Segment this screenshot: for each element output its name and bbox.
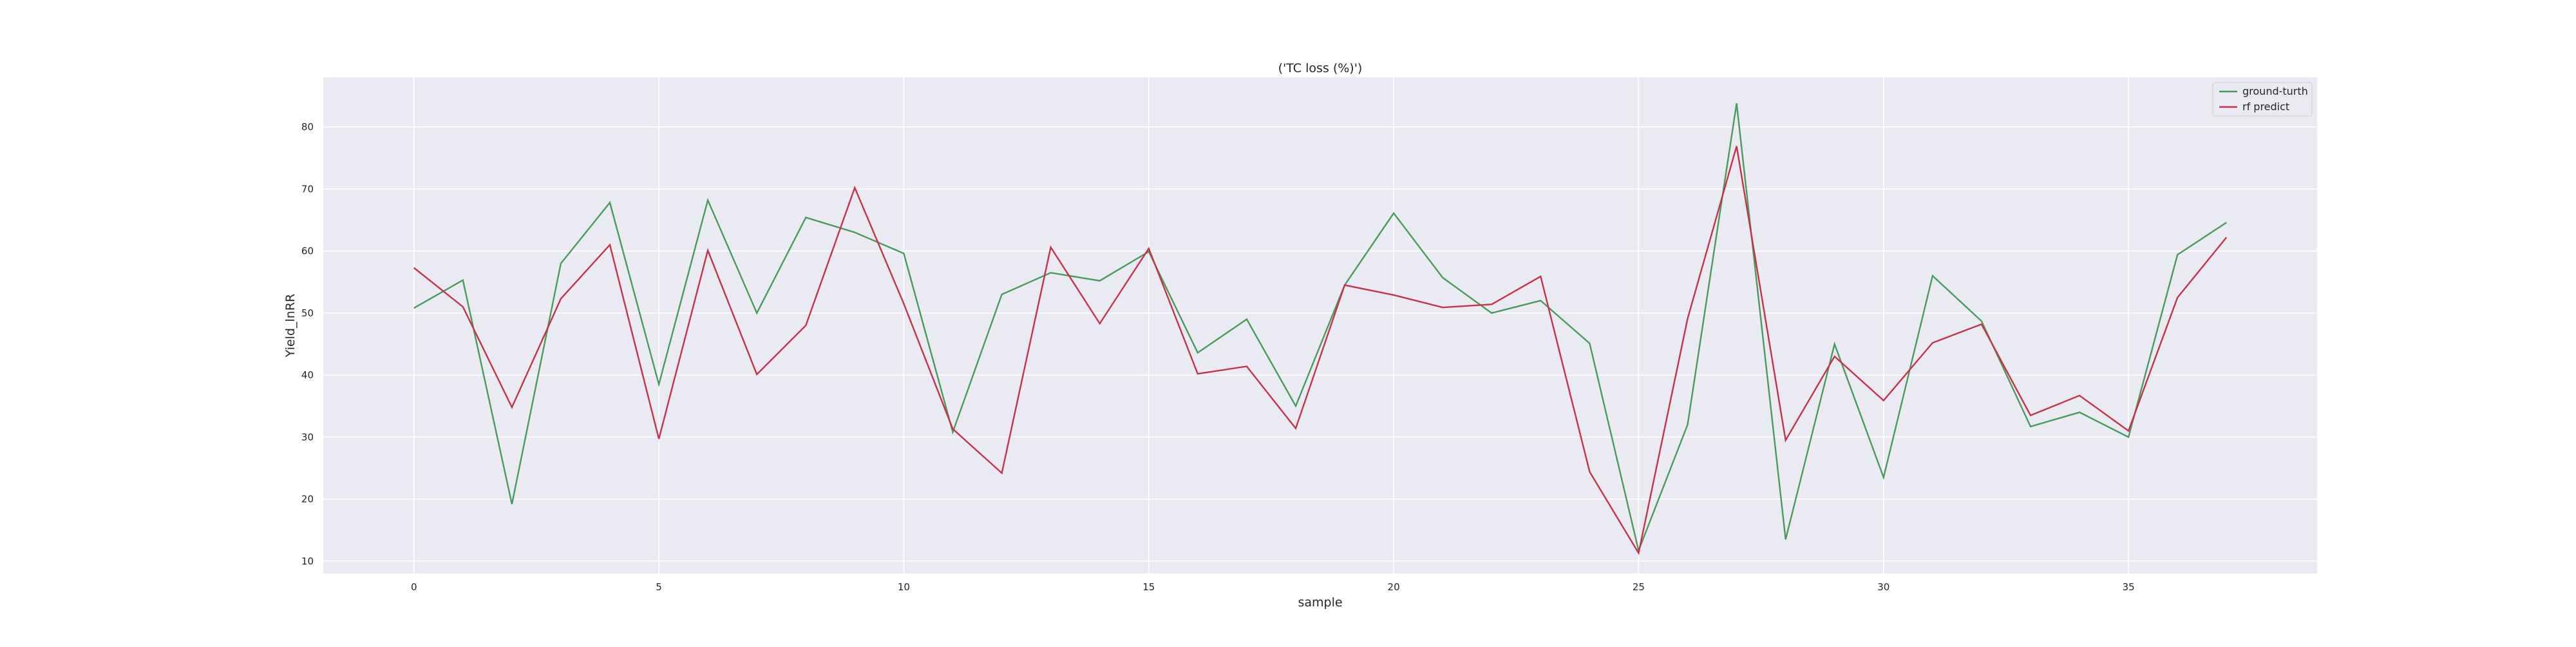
y-tick-label: 10: [301, 555, 314, 567]
x-tick-label: 0: [411, 581, 417, 593]
plot-area-background: [323, 77, 2317, 574]
legend-box: [2212, 82, 2313, 117]
series-line-ground-truth: [413, 103, 2227, 554]
legend-label: ground-turth: [2242, 85, 2308, 97]
x-tick-label: 20: [1388, 581, 1400, 593]
series-lines: [413, 103, 2228, 555]
x-tick-label: 35: [2123, 581, 2135, 593]
grid-lines: [323, 77, 2317, 574]
series-line-rf-predict: [413, 146, 2228, 555]
y-tick-label: 40: [301, 369, 314, 381]
x-axis-label: sample: [1298, 595, 1342, 610]
x-tick-label: 10: [898, 581, 910, 593]
y-tick-label: 60: [301, 246, 314, 257]
legend: ground-turth rf predict: [2212, 82, 2313, 117]
y-tick-label: 70: [301, 183, 314, 195]
y-axis-label: Yield_lnRR: [283, 294, 298, 358]
y-tick-label: 80: [301, 121, 314, 133]
x-tick-label: 15: [1142, 581, 1155, 593]
tick-labels: 0 5 10 15 20 25 30 35 10 20 30 40 50 60 70 80: [301, 121, 2135, 593]
x-tick-label: 5: [656, 581, 662, 593]
y-tick-label: 30: [301, 431, 314, 443]
y-tick-label: 20: [301, 494, 314, 505]
y-tick-label: 50: [301, 307, 314, 319]
x-tick-label: 25: [1633, 581, 1645, 593]
legend-label: rf predict: [2242, 101, 2289, 113]
x-tick-label: 30: [1877, 581, 1889, 593]
chart-title: ('TC loss (%)'): [1278, 61, 1363, 75]
